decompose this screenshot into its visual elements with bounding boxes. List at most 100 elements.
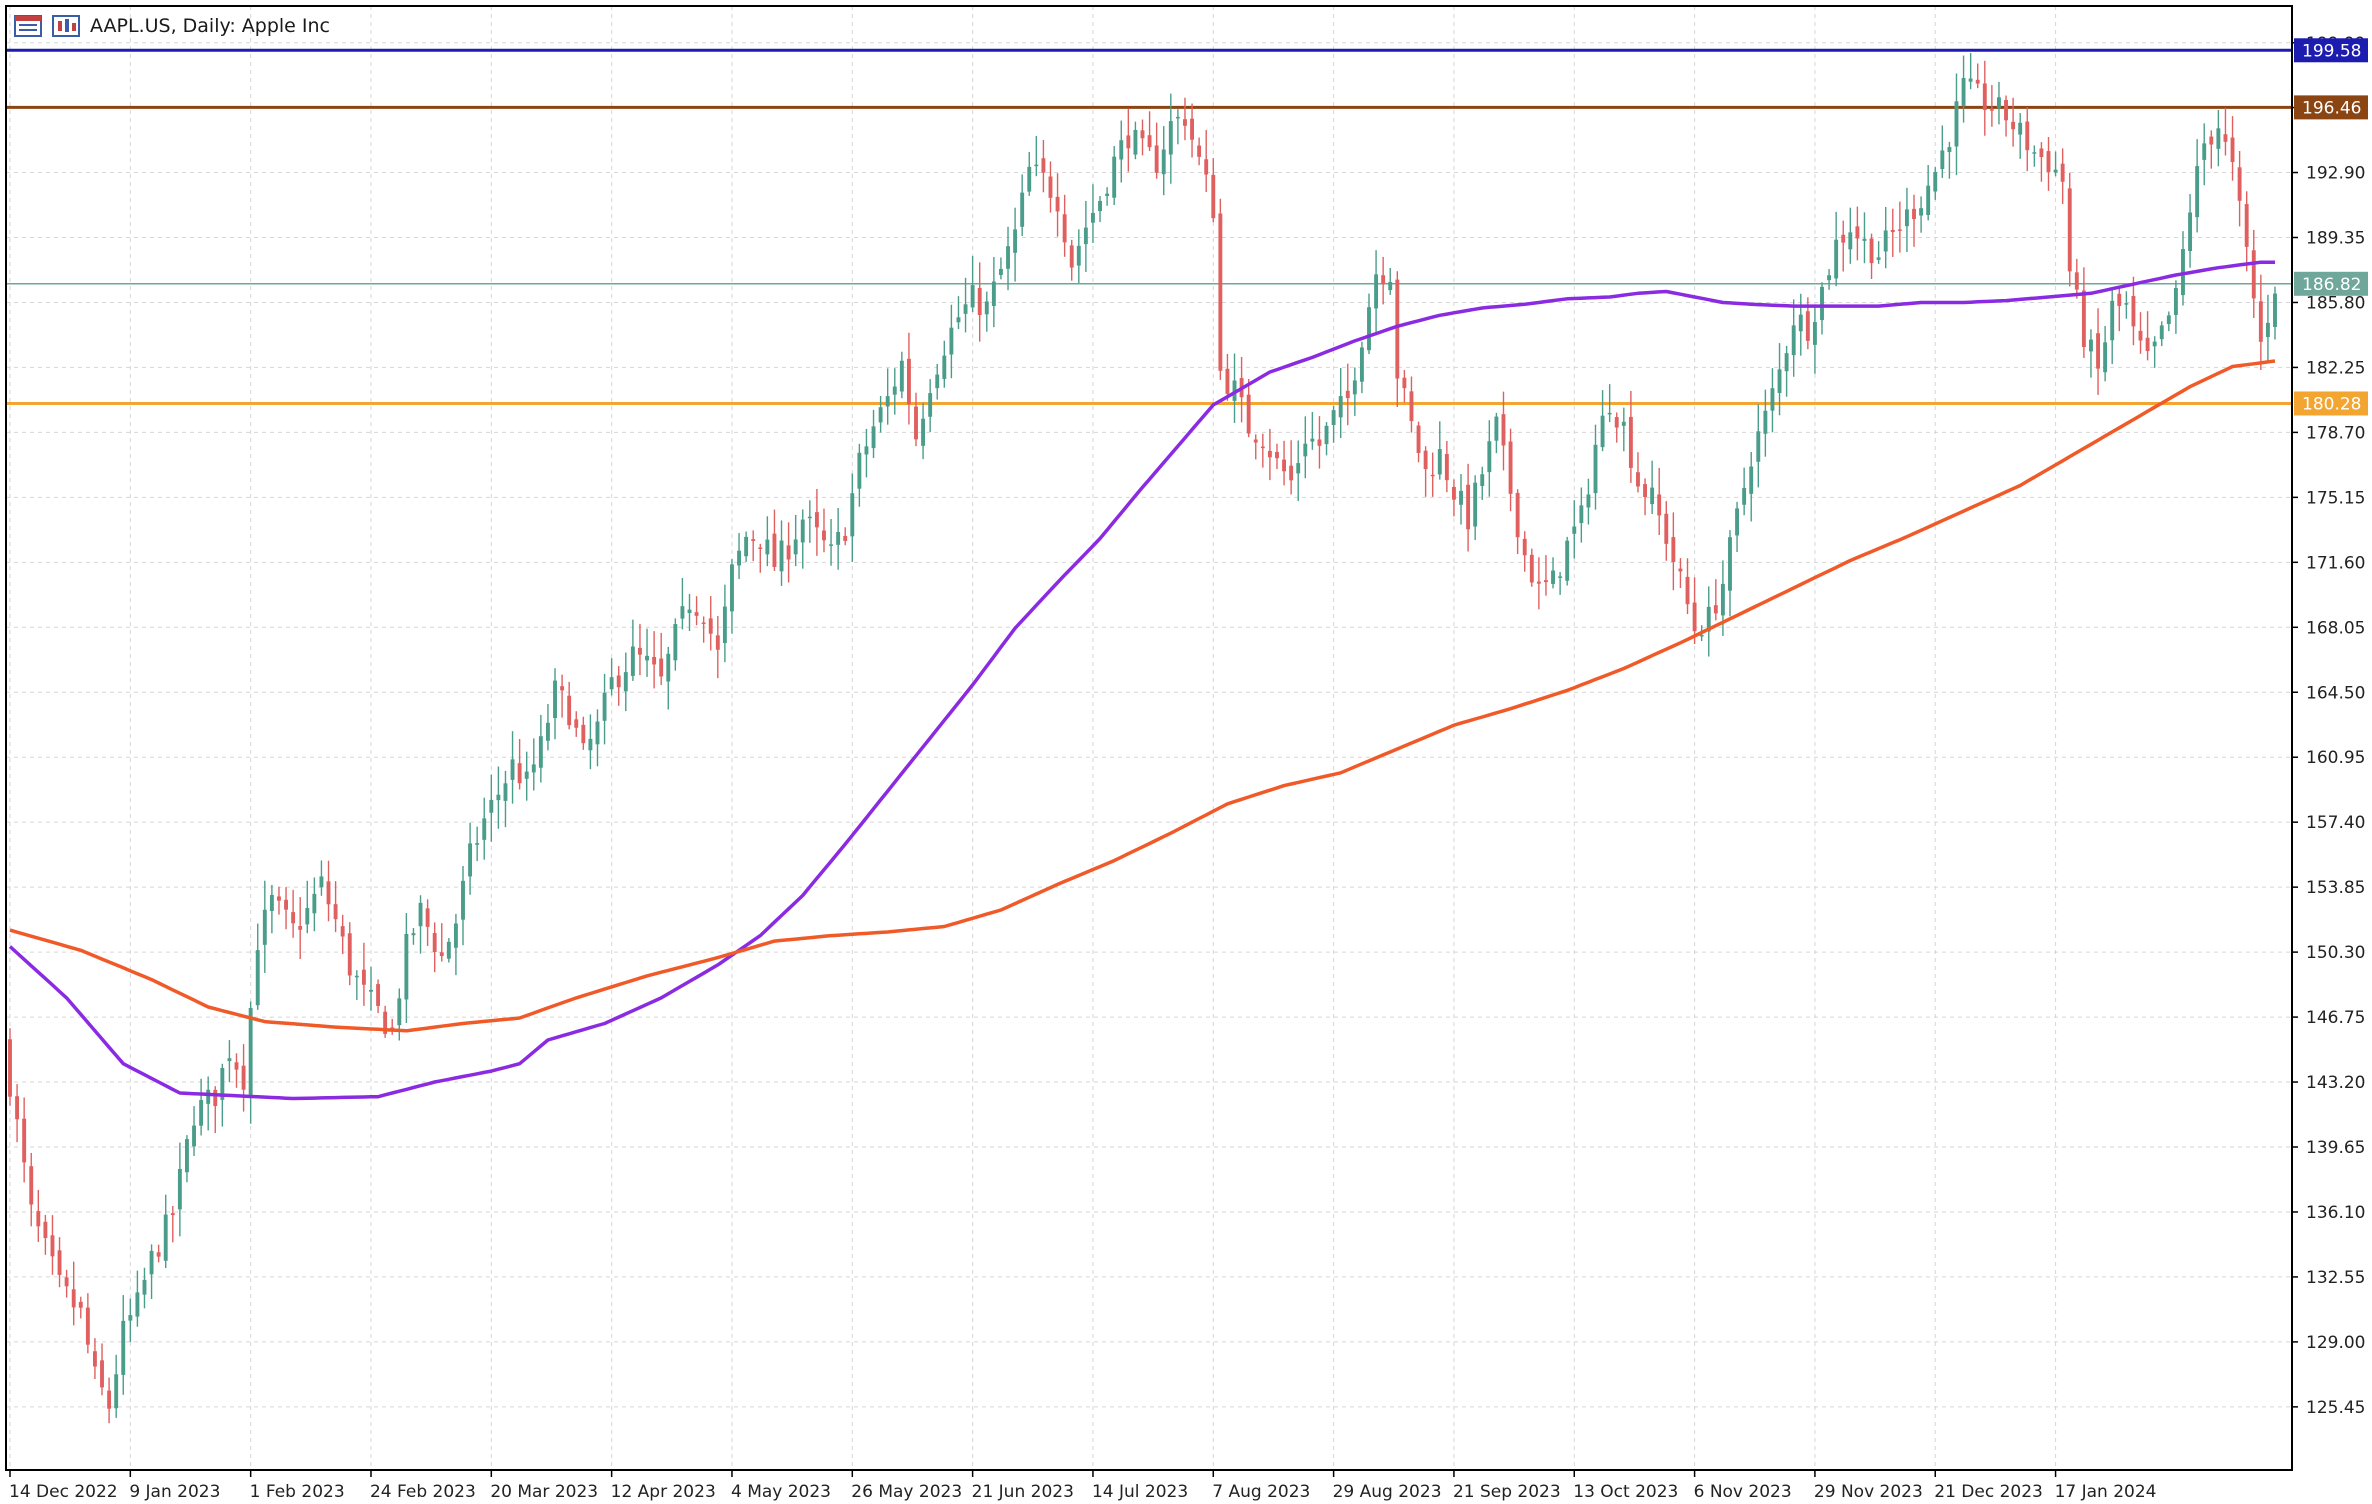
candle <box>107 1377 112 1424</box>
candle-body <box>609 677 614 690</box>
candle-body <box>553 680 557 719</box>
candle <box>199 1078 204 1136</box>
candle-body <box>843 535 848 541</box>
candle-body <box>1763 410 1768 434</box>
candle-body <box>949 327 954 355</box>
candle <box>2237 150 2242 227</box>
y-tick-label: 178.70 <box>2306 423 2365 443</box>
level-tag: 180.28 <box>2294 391 2368 416</box>
candle-body <box>1544 580 1548 583</box>
candle <box>779 520 784 586</box>
candle <box>2152 336 2157 368</box>
candle <box>1883 206 1888 269</box>
candle <box>319 860 324 896</box>
candle <box>510 731 515 804</box>
candle-body <box>107 1390 112 1409</box>
candle-body <box>340 926 345 937</box>
candle <box>814 488 819 556</box>
candle <box>361 942 366 1006</box>
candle <box>461 865 465 946</box>
candle <box>1756 404 1761 488</box>
candle <box>432 922 437 973</box>
candle <box>1933 167 1938 200</box>
candle-body <box>1501 414 1506 446</box>
candle-body <box>1402 377 1407 389</box>
candle-body <box>1374 274 1379 309</box>
candle <box>1862 212 1867 264</box>
chart-window-icon[interactable] <box>52 15 80 37</box>
candle-body <box>22 1118 27 1163</box>
candle <box>1345 363 1350 426</box>
candle <box>496 766 501 829</box>
candle <box>1798 293 1803 356</box>
level-tag-label: 199.58 <box>2302 41 2361 61</box>
candle <box>574 711 579 737</box>
candle <box>1529 548 1534 587</box>
candle-body <box>248 1007 253 1097</box>
candle-body <box>2060 163 2065 182</box>
candle-body <box>2103 342 2108 373</box>
candle-body <box>1989 109 1994 111</box>
candle <box>765 516 770 567</box>
candle-body <box>1062 214 1067 243</box>
candle <box>1388 268 1393 295</box>
candle-body <box>2216 128 2221 149</box>
candle <box>305 880 310 934</box>
candle-body <box>376 984 381 1006</box>
y-tick-label: 185.80 <box>2306 293 2365 313</box>
candle-body <box>291 912 296 924</box>
candle-body <box>567 695 572 726</box>
candle-body <box>1175 116 1180 119</box>
candle <box>1020 174 1025 237</box>
candle-body <box>439 952 444 956</box>
candle-body <box>1551 570 1555 584</box>
candle <box>2117 288 2122 332</box>
candle <box>15 1084 20 1143</box>
candle-body <box>1048 176 1053 198</box>
candle-body <box>758 547 763 550</box>
candle-body <box>2145 337 2150 352</box>
candle <box>715 615 720 679</box>
chart-title: AAPL.US, Daily: Apple Inc <box>90 15 331 37</box>
candle-body <box>2096 333 2100 369</box>
candle <box>1197 137 1202 166</box>
candle-body <box>1650 487 1655 505</box>
candle <box>680 577 685 630</box>
candle <box>1650 460 1655 515</box>
candle <box>1430 452 1435 497</box>
candle-body <box>326 881 331 905</box>
candle <box>1692 577 1697 644</box>
candle <box>376 979 381 1014</box>
candle-body <box>135 1292 140 1317</box>
candle-body <box>1204 159 1209 175</box>
candle <box>2258 274 2263 371</box>
candle-body <box>1253 439 1258 443</box>
candle <box>652 631 657 689</box>
chart-list-icon[interactable] <box>14 15 42 37</box>
candle-body <box>1855 226 1860 239</box>
candle <box>2004 95 2008 137</box>
candle <box>1812 306 1817 374</box>
candle <box>2053 151 2058 177</box>
candle-body <box>1324 425 1329 445</box>
candle-body <box>970 285 975 308</box>
candle-body <box>1020 192 1025 227</box>
candle-body <box>906 358 911 405</box>
candle-body <box>2273 293 2277 327</box>
candle-body <box>227 1058 232 1062</box>
candle-body <box>1126 135 1131 149</box>
candle <box>227 1040 232 1083</box>
candle <box>1232 353 1237 423</box>
candle <box>36 1189 41 1242</box>
candle <box>383 1005 388 1038</box>
level-tag-label: 196.46 <box>2302 98 2361 118</box>
level-tags: 199.58 196.46 186.82 180.28 <box>2294 38 2368 416</box>
y-tick-label: 192.90 <box>2306 164 2365 184</box>
candle <box>2223 107 2228 156</box>
candle <box>1586 478 1591 525</box>
candle <box>1076 229 1081 284</box>
candle <box>2209 130 2214 169</box>
moving-average-line <box>9 359 2276 1033</box>
candle <box>885 368 890 425</box>
